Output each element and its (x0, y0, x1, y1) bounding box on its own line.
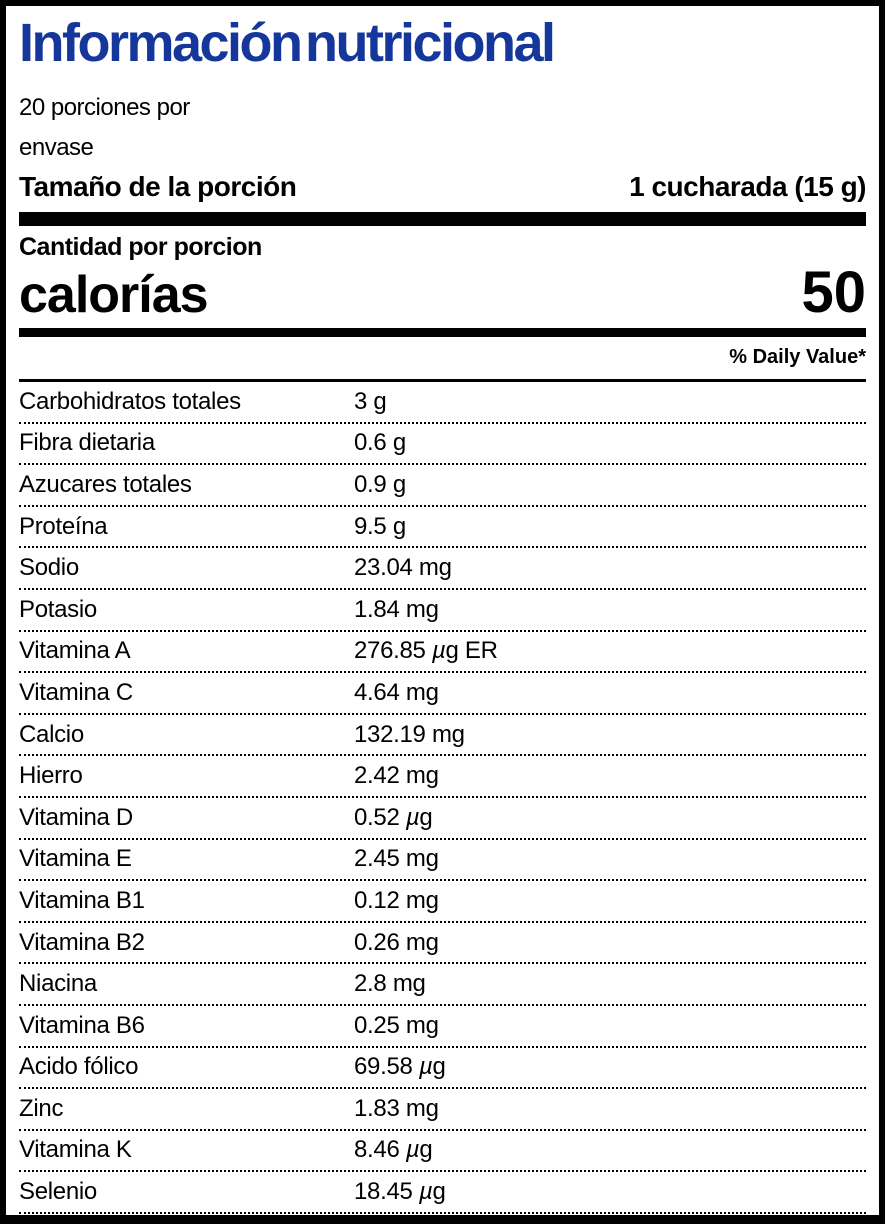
nutrient-value: 23.04 mg (354, 554, 452, 582)
nutrient-name: Zinc (19, 1094, 64, 1122)
nutrient-name: Vitamina B1 (19, 886, 145, 914)
nutrient-name: Proteína (19, 512, 108, 540)
serving-size-row: Tamaño de la porción 1 cucharada (15 g) (19, 170, 866, 203)
table-row: Vitamina B1 0.12 mg (19, 881, 866, 923)
nutrient-value: 0.26 mg (354, 928, 439, 956)
nutrient-name: Vitamina D (19, 803, 133, 831)
table-row: Potasio 1.84 mg (19, 590, 866, 632)
calories-value: 50 (801, 260, 866, 325)
nutrient-table: Carbohidratos totales 3 g Fibra dietaria 0.… (19, 382, 866, 1214)
nutrient-name: Sodio (19, 554, 79, 582)
nutrient-value: 0.6 g (354, 429, 406, 457)
nutrient-name: Niacina (19, 970, 97, 998)
table-row: Carbohidratos totales 3 g (19, 382, 866, 424)
table-row: Vitamina D 0.52 µg (19, 798, 866, 840)
nutrient-name: Vitamina C (19, 678, 133, 706)
nutrient-name: Acido fólico (19, 1053, 139, 1081)
nutrient-name: Azucares totales (19, 470, 192, 498)
nutrient-name: Carbohidratos totales (19, 387, 241, 415)
serving-size-label: Tamaño de la porción (19, 171, 297, 202)
table-row: Acido fólico 69.58 µg (19, 1048, 866, 1090)
serving-size-value: 1 cucharada (15 g) (629, 171, 866, 202)
nutrient-value: 0.12 mg (354, 886, 439, 914)
nutrient-value: 1.84 mg (354, 595, 439, 623)
nutrient-name: Vitamina B2 (19, 928, 145, 956)
nutrient-name: Vitamina K (19, 1136, 132, 1164)
nutrient-name: Vitamina A (19, 637, 131, 665)
table-row: Calcio 132.19 mg (19, 715, 866, 757)
nutrient-value: 0.9 g (354, 470, 406, 498)
calories-label: calorías (19, 266, 209, 324)
table-row: Sodio 23.04 mg (19, 548, 866, 590)
nutrient-value: 0.25 mg (354, 1011, 439, 1039)
servings-line-2: envase (19, 134, 94, 161)
label-title: Información nutricional (19, 13, 556, 73)
table-row: Vitamina B2 0.26 mg (19, 923, 866, 965)
nutrient-name: Calcio (19, 720, 84, 748)
medium-divider (19, 328, 866, 337)
nutrient-name: Selenio (19, 1178, 97, 1206)
table-row: Vitamina E 2.45 mg (19, 840, 866, 882)
nutrient-value: 2.45 mg (354, 845, 439, 873)
nutrient-name: Vitamina B6 (19, 1011, 145, 1039)
table-row: Vitamina A 276.85 µg ER (19, 632, 866, 674)
table-row: Vitamina C 4.64 mg (19, 673, 866, 715)
nutrient-value: 1.83 mg (354, 1094, 439, 1122)
servings-per-container: 20 porciones por envase (19, 88, 866, 168)
nutrient-name: Potasio (19, 595, 97, 623)
table-row: Selenio 18.45 µg (19, 1172, 866, 1214)
table-row: Proteína 9.5 g (19, 507, 866, 549)
nutrient-value: 18.45 µg (354, 1178, 446, 1206)
nutrient-value: 2.8 mg (354, 970, 426, 998)
calories-row: calorías 50 (19, 260, 866, 325)
nutrient-name: Hierro (19, 762, 83, 790)
nutrient-value: 2.42 mg (354, 762, 439, 790)
amount-per-serving-label: Cantidad por porcion (19, 233, 262, 261)
daily-value-header: % Daily Value* (19, 337, 866, 382)
table-row: Vitamina K 8.46 µg (19, 1131, 866, 1173)
thick-divider (19, 212, 866, 226)
nutrient-name: Fibra dietaria (19, 429, 155, 457)
nutrient-value: 69.58 µg (354, 1053, 446, 1081)
nutrient-name: Vitamina E (19, 845, 132, 873)
nutrient-value: 0.52 µg (354, 803, 433, 831)
servings-line-1: 20 porciones por (19, 94, 190, 121)
table-row: Hierro 2.42 mg (19, 756, 866, 798)
table-row: Vitamina B6 0.25 mg (19, 1006, 866, 1048)
table-row: Fibra dietaria 0.6 g (19, 424, 866, 466)
nutrient-value: 132.19 mg (354, 720, 465, 748)
table-row: Zinc 1.83 mg (19, 1089, 866, 1131)
nutrient-value: 8.46 µg (354, 1136, 433, 1164)
nutrient-value: 9.5 g (354, 512, 406, 540)
table-row: Niacina 2.8 mg (19, 964, 866, 1006)
nutrient-value: 276.85 µg ER (354, 637, 498, 665)
nutrient-value: 3 g (354, 387, 387, 415)
nutrient-value: 4.64 mg (354, 678, 439, 706)
table-row: Azucares totales 0.9 g (19, 465, 866, 507)
